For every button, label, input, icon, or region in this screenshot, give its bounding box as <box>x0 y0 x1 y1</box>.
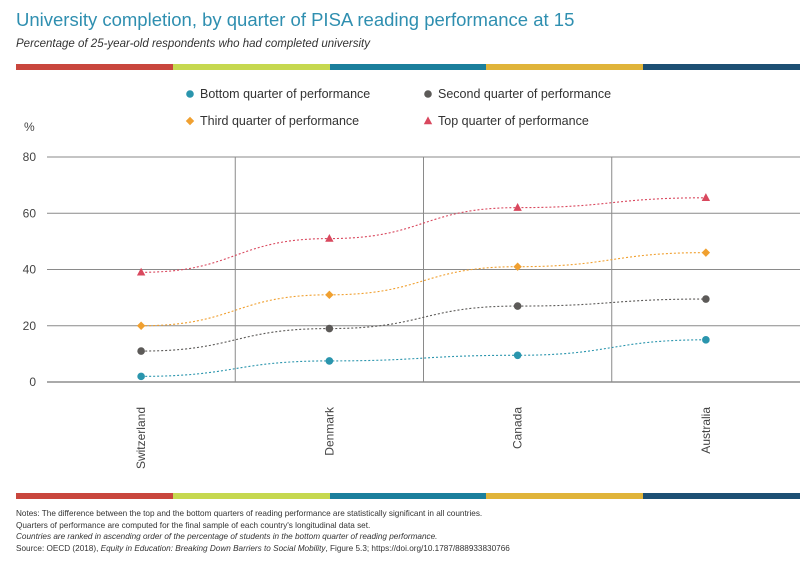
series-line <box>141 252 706 327</box>
data-point-circle <box>325 357 334 365</box>
x-tick-label: Canada <box>511 407 525 449</box>
data-point-circle <box>137 347 145 355</box>
data-point-circle <box>702 336 710 344</box>
data-point-diamond <box>136 321 146 330</box>
source-suffix: , Figure 5.3; https://doi.org/10.1787/88… <box>325 543 510 553</box>
color-band-segment <box>16 493 173 499</box>
legend-label: Third quarter of performance <box>200 114 359 128</box>
data-point-circle <box>137 372 145 381</box>
color-band-segment <box>16 64 173 70</box>
legend-marker <box>423 116 433 125</box>
y-tick-label: 0 <box>29 375 36 389</box>
y-tick-label: 40 <box>23 263 37 277</box>
data-point-circle <box>702 295 710 303</box>
note-line-2: Quarters of performance are computed for… <box>16 520 371 530</box>
source-title: Equity in Education: Breaking Down Barri… <box>100 543 326 553</box>
data-point-circle <box>325 324 334 333</box>
data-point-diamond <box>325 290 334 300</box>
data-point-triangle <box>325 233 334 242</box>
color-band-segment <box>486 64 644 70</box>
color-band-segment <box>486 493 644 499</box>
color-band-segment <box>172 64 330 70</box>
data-point-diamond <box>513 262 522 271</box>
top-color-band <box>16 64 800 70</box>
data-point-circle <box>513 351 522 360</box>
x-tick-label: Denmark <box>322 406 336 456</box>
legend-marker <box>186 90 194 98</box>
y-axis-label: % <box>24 120 35 134</box>
legend-label: Second quarter of performance <box>438 87 611 101</box>
data-point-circle <box>513 302 522 310</box>
note-line-1: Notes: The difference between the top an… <box>16 509 483 518</box>
source-line: Source: OECD (2018), Equity in Education… <box>16 543 510 555</box>
color-band-segment <box>643 493 800 499</box>
x-tick-label: Switzerland <box>134 407 148 469</box>
color-band-segment <box>329 64 487 70</box>
y-tick-label: 80 <box>23 150 37 164</box>
y-tick-label: 60 <box>23 206 37 220</box>
chart-title: University completion, by quarter of PIS… <box>16 9 575 30</box>
color-band-segment <box>329 493 487 499</box>
note-line-3: Countries are ranked in ascending order … <box>16 532 438 542</box>
color-band-segment <box>172 493 330 499</box>
line-chart: 0 20 40 60 80% Switzerland Denmark Canada Austra… <box>23 87 800 469</box>
series-line <box>141 197 706 273</box>
legend-marker <box>424 90 432 98</box>
series-line <box>141 339 706 377</box>
source-prefix: Source: OECD (2018), <box>16 543 101 553</box>
legend-label: Bottom quarter of performance <box>200 87 370 101</box>
data-point-triangle <box>136 267 146 276</box>
data-point-triangle <box>513 203 522 211</box>
data-point-triangle <box>701 193 711 201</box>
legend-label: Top quarter of performance <box>438 114 589 128</box>
x-tick-label: Australia <box>699 407 713 454</box>
legend-marker <box>185 116 195 126</box>
color-band-segment <box>643 64 800 70</box>
series-line <box>141 298 706 352</box>
y-tick-label: 20 <box>23 319 37 333</box>
data-point-diamond <box>701 248 711 257</box>
bottom-color-band <box>16 493 800 499</box>
chart-notes: Notes: The difference between the top an… <box>16 508 510 554</box>
chart-subtitle: Percentage of 25-year-old respondents wh… <box>16 38 370 50</box>
